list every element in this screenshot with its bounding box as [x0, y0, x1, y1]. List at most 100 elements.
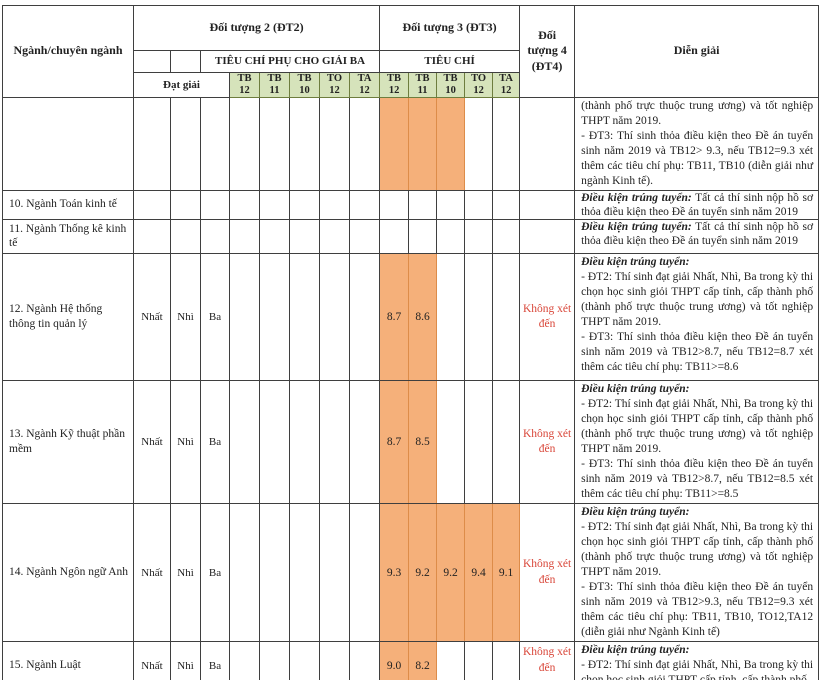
- header-dt2-tb10: TB 10: [289, 72, 320, 98]
- table-row-9-continued: (thành phố trực thuộc trung ương) và tốt…: [2, 96, 820, 191]
- major-cell: [2, 96, 134, 191]
- dt3-score-cell-tb10: [436, 96, 466, 191]
- dt2-score-cell: [229, 641, 260, 680]
- dt2-score-cell: [289, 380, 320, 505]
- dt2-score-cell: [348, 218, 381, 255]
- dt2-score-cell: [319, 380, 350, 505]
- criteria-line: TB: [443, 73, 458, 84]
- criteria-line: TO: [471, 73, 487, 84]
- explanation-dt3-text: - ĐT3: Thí sinh thỏa điều kiện theo Đề á…: [581, 331, 814, 374]
- prize-cell-nhi: Nhì: [170, 503, 201, 643]
- dt2-score-cell: [229, 96, 260, 191]
- prize-cell-ba: Ba: [200, 380, 230, 505]
- dt4-cell: Không xét đến: [519, 253, 576, 382]
- dt2-score-cell: [319, 503, 350, 643]
- prize-cell: [133, 96, 171, 191]
- explanation-lead: Điều kiện trúng tuyển:: [581, 191, 692, 204]
- dt2-score-cell: [289, 503, 320, 643]
- prize-cell-ba: Ba: [200, 641, 230, 680]
- dt3-score-cell-tb11: [408, 189, 438, 220]
- header-major: Ngành/chuyên ngành: [2, 5, 134, 98]
- dt3-score-cell-tb10: [436, 641, 466, 680]
- dt3-score-cell-tb10: 9.2: [436, 503, 466, 643]
- dt2-score-cell: [319, 189, 350, 220]
- header-dt3-tb11: TB 11: [408, 72, 438, 98]
- major-cell: 10. Ngành Toán kinh tế: [2, 189, 134, 220]
- explanation-dt2-text: - ĐT2: Thí sinh đạt giải Nhất, Nhì, Ba t…: [581, 659, 814, 680]
- dt3-score-cell-to12: [464, 380, 494, 505]
- table-row-11: 11. Ngành Thống kê kinh tế Điều kiện trú…: [2, 218, 820, 255]
- dt3-score-cell-tb11: [408, 96, 438, 191]
- dt2-score-cell: [289, 189, 320, 220]
- header-row-2: TIÊU CHÍ PHỤ CHO GIẢI BA TIÊU CHÍ: [3, 50, 819, 73]
- explanation-cell: Điều kiện trúng tuyển: - ĐT2: Thí sinh đ…: [574, 253, 820, 382]
- header-dt2: Đối tượng 2 (ĐT2): [132, 5, 381, 51]
- criteria-line: TB: [267, 73, 282, 84]
- major-cell: 11. Ngành Thống kê kinh tế: [2, 218, 134, 255]
- dt2-score-cell: [319, 253, 350, 382]
- dt3-score-cell-tb10: [436, 189, 466, 220]
- dt3-score-cell-to12: [464, 253, 494, 382]
- dt2-score-cell: [289, 218, 320, 255]
- explanation-cell: Điều kiện trúng tuyển: - ĐT2: Thí sinh đ…: [574, 380, 820, 505]
- dt2-score-cell: [229, 189, 260, 220]
- header-row-3: Đạt giải TB 12 TB 11 TB 10 TO 12 TA 12 TB 12 T…: [3, 72, 819, 98]
- prize-cell: [200, 189, 230, 220]
- explanation-lead: Điều kiện trúng tuyển:: [581, 506, 690, 519]
- prize-cell-nhi: Nhì: [170, 641, 201, 680]
- dt2-score-cell: [319, 218, 350, 255]
- criteria-line: 12: [500, 84, 512, 96]
- table-row-13: 13. Ngành Kỹ thuật phần mềm Nhất Nhì Ba …: [2, 380, 820, 505]
- dt2-score-cell: [348, 380, 381, 505]
- prize-cell: [170, 218, 201, 255]
- explanation-dt3-text: - ĐT3: Thí sinh thỏa điều kiện theo Đề á…: [581, 458, 814, 501]
- header-empty-cell: [170, 50, 201, 73]
- criteria-line: TB: [297, 73, 312, 84]
- explanation-dt3-text: - ĐT3: Thí sinh thỏa điều kiện theo Đề á…: [581, 581, 814, 639]
- dt3-score-cell-tb12: 8.7: [379, 253, 410, 382]
- explanation-text: Tất cả thí sinh nộp hồ sơ thỏa điều kiện…: [581, 220, 814, 247]
- prize-cell: [200, 218, 230, 255]
- header-dt4: Đối tượng 4 (ĐT4): [519, 5, 576, 98]
- header-dt3: Đối tượng 3 (ĐT3): [379, 5, 521, 51]
- dt4-cell: [519, 96, 576, 191]
- criteria-line: 12: [329, 84, 340, 96]
- explanation-cell: Điều kiện trúng tuyển: - ĐT2: Thí sinh đ…: [574, 503, 820, 643]
- dt3-score-cell-tb12: [379, 189, 410, 220]
- prize-cell: [133, 218, 171, 255]
- dt2-score-cell: [348, 253, 381, 382]
- major-cell: 13. Ngành Kỹ thuật phần mềm: [2, 380, 134, 505]
- dt3-score-cell-tb10: [436, 253, 466, 382]
- dt3-score-cell-tb11: 8.5: [408, 380, 438, 505]
- prize-cell-nhi: Nhì: [170, 253, 201, 382]
- explanation-cell: Điều kiện trúng tuyển: - ĐT2: Thí sinh đ…: [574, 641, 820, 680]
- prize-cell-nhat: Nhất: [133, 253, 171, 382]
- dt3-score-cell-ta12: [492, 380, 521, 505]
- criteria-line: TB: [387, 73, 402, 84]
- explanation-cell: Điều kiện trúng tuyển: Tất cả thí sinh n…: [574, 218, 820, 255]
- header-dt2-tb11: TB 11: [259, 72, 290, 98]
- criteria-line: TA: [357, 73, 372, 84]
- header-explanation: Diễn giải: [574, 5, 820, 98]
- dt2-score-cell: [259, 96, 290, 191]
- explanation-lead: Điều kiện trúng tuyển:: [581, 644, 690, 657]
- dt3-score-cell-tb11: 9.2: [408, 503, 438, 643]
- header-dt3-tb12: TB 12: [379, 72, 410, 98]
- criteria-line: TB: [237, 73, 252, 84]
- header-dt3-to12: TO 12: [464, 72, 494, 98]
- table-row-12: 12. Ngành Hệ thống thông tin quản lý Nhấ…: [2, 253, 820, 382]
- criteria-line: TA: [499, 73, 513, 84]
- dt2-score-cell: [348, 641, 381, 680]
- explanation-dt2-text: - ĐT2: Thí sinh đạt giải Nhất, Nhì, Ba t…: [581, 398, 814, 456]
- header-dt2-ta12: TA 12: [348, 72, 381, 98]
- major-cell: 14. Ngành Ngôn ngữ Anh: [2, 503, 134, 643]
- dt3-score-cell-tb12: 9.0: [379, 641, 410, 680]
- header-row-1: Ngành/chuyên ngành Đối tượng 2 (ĐT2) Đối…: [2, 5, 820, 98]
- dt3-score-cell-ta12: [492, 253, 521, 382]
- dt2-score-cell: [289, 253, 320, 382]
- explanation-cell: (thành phố trực thuộc trung ương) và tốt…: [574, 96, 820, 191]
- criteria-line: 12: [388, 84, 400, 96]
- dt2-score-cell: [259, 189, 290, 220]
- dt2-score-cell: [229, 503, 260, 643]
